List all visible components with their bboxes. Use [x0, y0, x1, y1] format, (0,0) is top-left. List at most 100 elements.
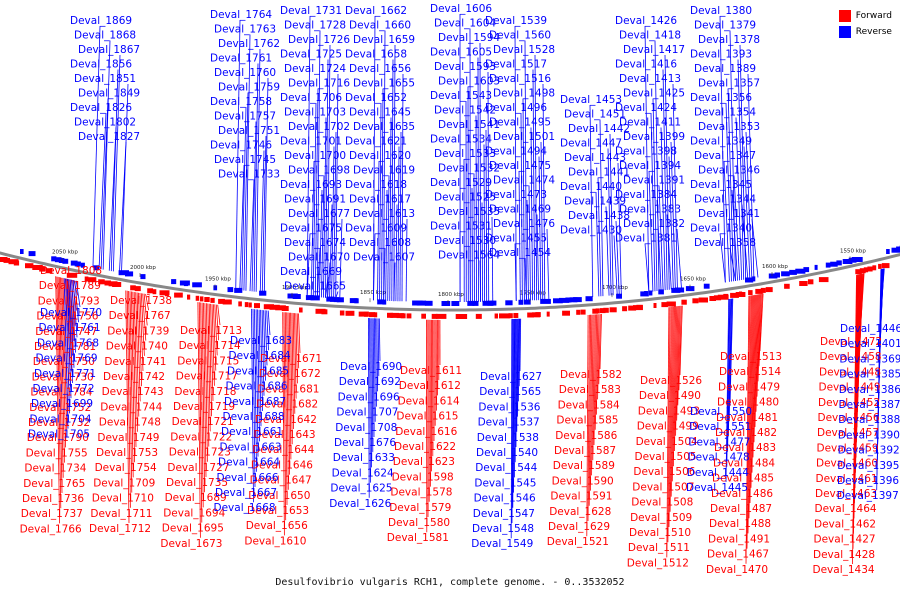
forward-gene-glyph	[152, 289, 157, 295]
gene-label-bottom: Deval_1481	[716, 412, 778, 424]
reverse-gene-glyph	[20, 249, 24, 254]
gene-label-top: Deval_1604	[434, 18, 496, 30]
gene-label-bottom: Deval_1790	[27, 432, 89, 444]
gene-label-top: Deval_1424	[615, 102, 677, 114]
forward-gene-glyph	[164, 291, 169, 297]
gene-label-bottom: Deval_1614	[398, 395, 460, 407]
reverse-gene-glyph	[58, 258, 65, 263]
reverse-gene-glyph	[505, 300, 513, 306]
gene-label-top: Deval_1746	[210, 140, 272, 152]
reverse-gene-glyph	[830, 261, 838, 267]
gene-label-top: Deval_1529	[430, 177, 492, 189]
forward-gene-glyph	[130, 285, 136, 291]
gene-label-bottom: Deval_1772	[33, 383, 95, 395]
gene-label-bottom: Deval_1767	[109, 310, 171, 322]
gene-label-bottom: Deval_1444	[687, 467, 749, 479]
reverse-gene-glyph	[781, 271, 790, 277]
gene-label-top: Deval_1665	[284, 281, 346, 293]
gene-label-bottom: Deval_1668	[214, 502, 276, 514]
forward-gene-glyph	[661, 302, 668, 308]
gene-label-bottom: Deval_1514	[719, 366, 781, 378]
forward-gene-glyph	[396, 313, 404, 319]
gene-label-bottom: Deval_1585	[556, 415, 618, 427]
reverse-gene-glyph	[573, 297, 582, 303]
gene-label-top: Deval_1440	[560, 181, 622, 193]
forward-gene-glyph	[248, 302, 252, 308]
gene-label-bottom: Deval_1656	[246, 520, 308, 532]
reverse-gene-glyph	[118, 270, 129, 276]
gene-label-top: Deval_1675	[280, 223, 342, 235]
gene-label-bottom: Deval_1711	[90, 508, 152, 520]
gene-label-bottom: Deval_1754	[95, 462, 157, 474]
gene-label-top: Deval_1764	[210, 9, 272, 21]
gene-label-top: Deval_1760	[214, 67, 276, 79]
gene-label-bottom: Deval_1470	[706, 564, 768, 576]
forward-gene-glyph	[666, 301, 676, 307]
forward-gene-glyph	[46, 268, 53, 274]
gene-label-bottom: Deval_1548	[472, 523, 534, 535]
gene-label-bottom: Deval_1582	[560, 369, 622, 381]
forward-gene-glyph	[681, 299, 687, 305]
gene-label-top: Deval_1658	[345, 49, 407, 61]
forward-gene-glyph	[13, 260, 20, 266]
forward-gene-glyph	[455, 314, 464, 319]
gene-label-bottom: Deval_1696	[338, 391, 400, 403]
forward-gene-glyph	[867, 266, 873, 272]
gene-label-top: Deval_1528	[493, 44, 555, 56]
gene-label-top: Deval_1453	[560, 94, 622, 106]
forward-gene-glyph	[3, 257, 10, 263]
reverse-gene-glyph	[565, 297, 572, 303]
forward-gene-glyph	[387, 312, 394, 318]
forward-gene-glyph	[475, 313, 482, 319]
gene-label-top: Deval_1659	[353, 34, 415, 46]
gene-label-bottom: Deval_1661	[221, 426, 283, 438]
gene-label-bottom: Deval_1761	[39, 322, 101, 334]
reverse-gene-glyph	[171, 279, 177, 285]
gene-label-bottom: Deval_1550	[690, 406, 752, 418]
gene-label-bottom: Deval_1615	[396, 411, 458, 423]
gene-label-bottom: Deval_1707	[336, 407, 398, 419]
forward-gene-glyph	[281, 306, 289, 311]
gene-label-bottom: Deval_1752	[29, 402, 91, 414]
scale-tick-label: 1700 kbp	[602, 285, 628, 291]
forward-gene-glyph	[603, 307, 609, 313]
gene-label-bottom: Deval_1663	[220, 441, 282, 453]
gene-label-top: Deval_1652	[345, 92, 407, 104]
gene-label-bottom: Deval_1721	[172, 416, 234, 428]
gene-label-bottom: Deval_1461	[816, 473, 878, 485]
forward-gene-glyph	[345, 310, 355, 316]
gene-label-bottom: Deval_1742	[103, 371, 165, 383]
gene-label-bottom: Deval_1565	[479, 386, 541, 398]
gene-label-bottom: Deval_1586	[555, 430, 617, 442]
forward-gene-glyph	[653, 303, 657, 308]
gene-label-top: Deval_1677	[288, 208, 350, 220]
gene-label-bottom: Deval_1452	[818, 397, 880, 409]
reverse-gene-glyph	[93, 265, 99, 271]
gene-label-top: Deval_1443	[564, 152, 626, 164]
gene-label-bottom: Deval_1643	[254, 429, 316, 441]
forward-swatch	[838, 10, 851, 22]
gene-label-top: Deval_1702	[288, 121, 350, 133]
forward-gene-glyph	[400, 313, 406, 319]
gene-label-bottom: Deval_1508	[631, 497, 693, 509]
gene-label-top: Deval_1425	[623, 88, 685, 100]
forward-gene-glyph	[799, 281, 808, 286]
forward-gene-glyph	[368, 312, 376, 318]
gene-label-bottom: Deval_1784	[30, 387, 92, 399]
gene-label-bottom: Deval_1545	[474, 477, 536, 489]
gene-label-top: Deval_1358	[694, 237, 756, 249]
gene-label-top: Deval_1618	[345, 179, 407, 191]
gene-label-bottom: Deval_1756	[36, 311, 98, 323]
forward-gene-glyph	[187, 294, 191, 300]
gene-label-top: Deval_1868	[74, 30, 136, 42]
forward-gene-glyph	[364, 311, 369, 317]
gene-label-bottom: Deval_1722	[170, 431, 232, 443]
gene-label-top: Deval_1670	[288, 252, 350, 264]
gene-label-bottom: Deval_1467	[707, 549, 769, 561]
gene-label-bottom: Deval_1464	[815, 503, 877, 515]
gene-label-top: Deval_1656	[349, 63, 411, 75]
gene-label-bottom: Deval_1583	[559, 384, 621, 396]
forward-gene-glyph	[263, 304, 274, 310]
reverse-gene-glyph	[80, 262, 85, 268]
gene-label-top: Deval_1451	[564, 109, 626, 121]
